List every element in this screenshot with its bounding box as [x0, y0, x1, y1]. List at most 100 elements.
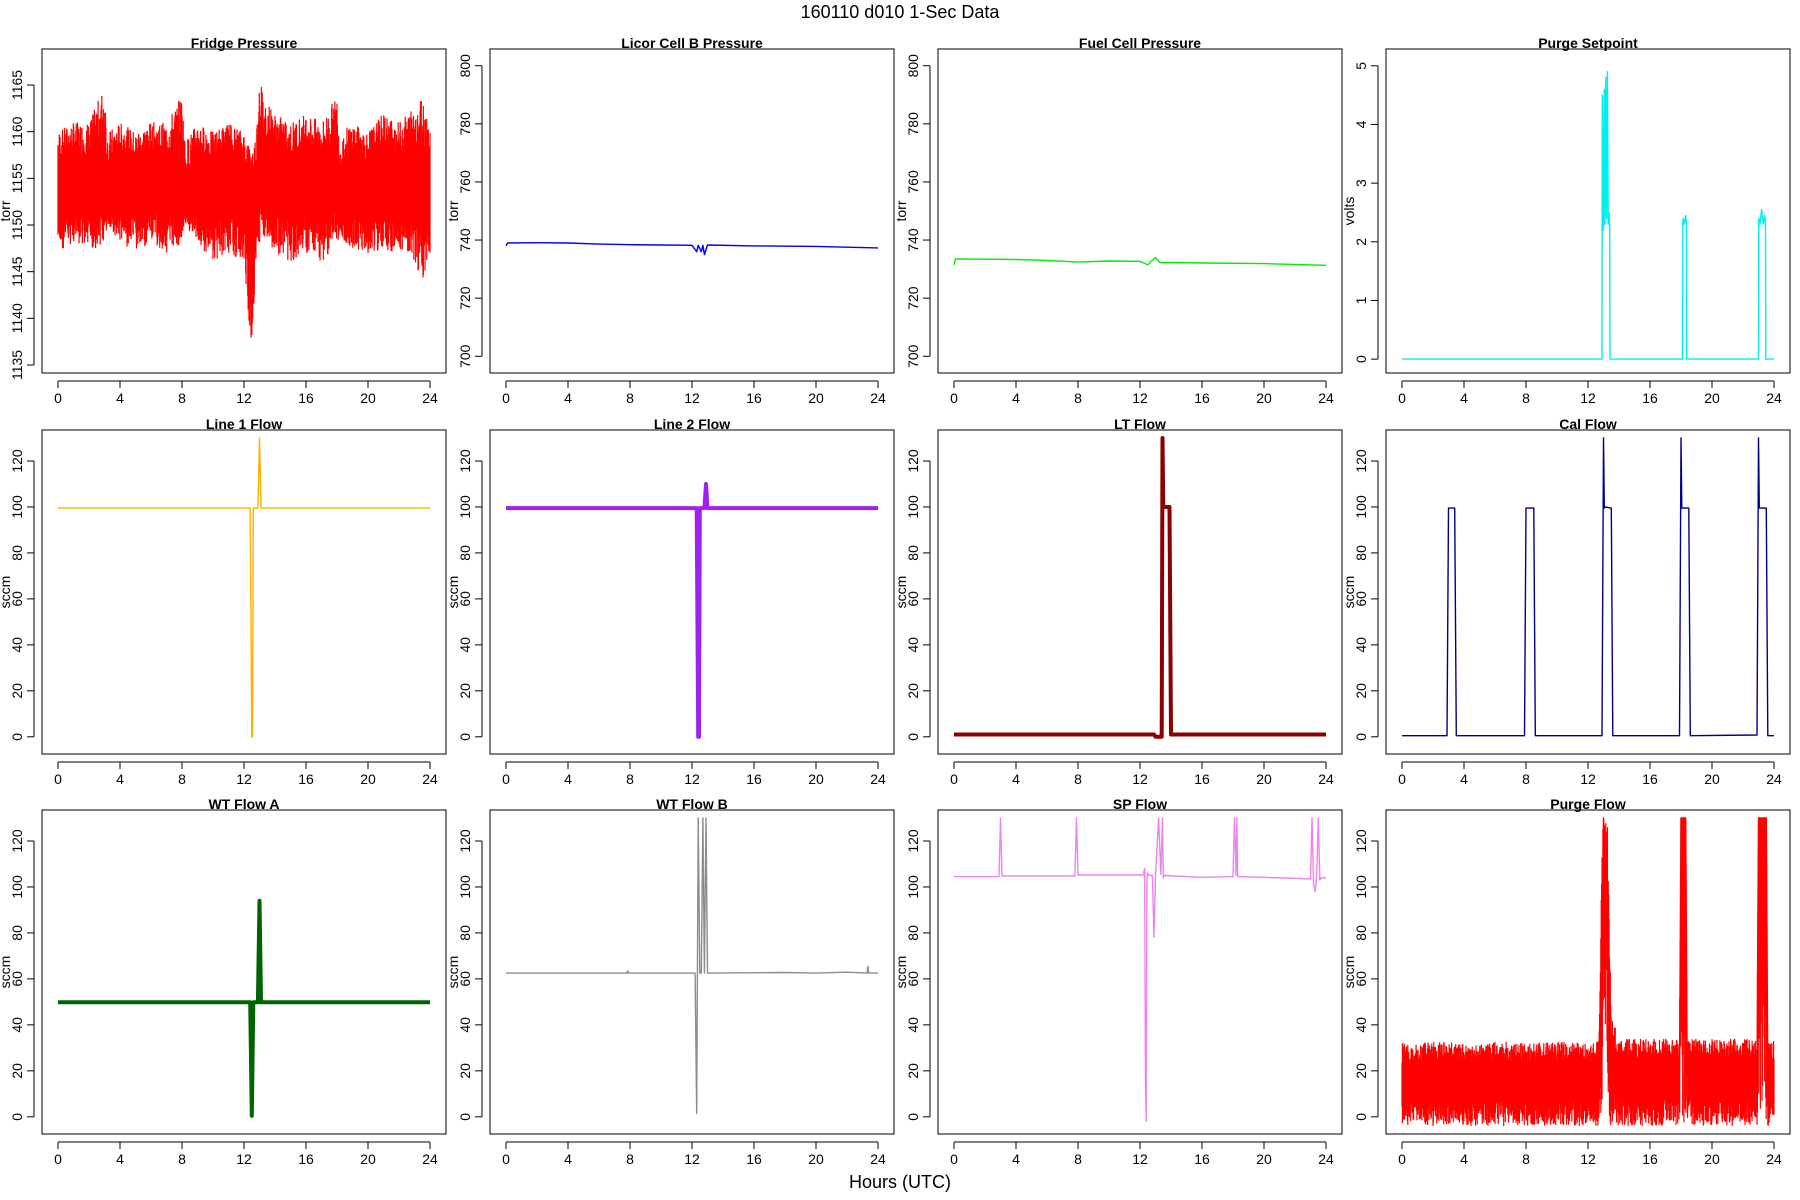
x-tick-label: 8: [1074, 1151, 1082, 1167]
y-tick-label: 0: [9, 733, 25, 741]
series-line: [954, 817, 1326, 1123]
series-group: [506, 817, 878, 1115]
x-tick-label: 24: [1766, 390, 1782, 406]
x-tick-label: 20: [1704, 390, 1720, 406]
y-tick-label: 60: [9, 971, 25, 987]
series-line: [953, 256, 1327, 266]
x-tick-label: 24: [1766, 771, 1782, 787]
series-line: [57, 168, 430, 217]
x-tick-label: 20: [360, 1151, 376, 1167]
x-tick-label: 16: [1194, 771, 1210, 787]
y-axis-label: sccm: [893, 576, 909, 609]
series-group: [57, 86, 431, 338]
x-tick-label: 4: [116, 771, 124, 787]
x-tick-label: 12: [1580, 390, 1596, 406]
y-axis-label: torr: [893, 200, 909, 221]
y-tick-label: 700: [457, 344, 473, 368]
x-tick-label: 8: [626, 1151, 634, 1167]
y-tick-label: 780: [457, 112, 473, 136]
x-tick-label: 12: [1580, 1151, 1596, 1167]
x-tick-label: 8: [626, 771, 634, 787]
chart-panel: Fuel Cell Pressure torr 0 4 8 12 16 20 24 700 720 7…: [893, 35, 1343, 406]
chart-panel: Licor Cell B Pressure torr 0 4 8 12 16 20 24 700 7…: [445, 35, 895, 406]
y-tick-label: 60: [9, 591, 25, 607]
y-tick-label: 80: [457, 925, 473, 941]
plot-frame: [489, 48, 895, 374]
panel-title: Licor Cell B Pressure: [621, 35, 763, 51]
y-tick-label: 40: [457, 637, 473, 653]
x-tick-label: 12: [236, 390, 252, 406]
x-tick-label: 12: [684, 390, 700, 406]
chart-panel: Fridge Pressure torr 0 4 8 12 16 20 24 1135 1140 11…: [0, 35, 447, 406]
x-tick-label: 8: [1074, 390, 1082, 406]
y-tick-label: 80: [9, 925, 25, 941]
chart-panel: LT Flow sccm 0 4 8 12 16 20 24 0 20 40 60 80 100 120: [893, 416, 1343, 787]
series-line: [1402, 437, 1774, 737]
y-tick-label: 120: [9, 449, 25, 473]
y-tick-label: 40: [9, 637, 25, 653]
y-tick-label: 40: [457, 1017, 473, 1033]
y-axis-label: sccm: [1341, 576, 1357, 609]
y-tick-label: 700: [905, 344, 921, 368]
plot-frame: [489, 429, 895, 755]
x-tick-label: 16: [746, 771, 762, 787]
x-tick-label: 0: [1398, 390, 1406, 406]
x-tick-label: 16: [298, 771, 314, 787]
y-tick-label: 80: [905, 925, 921, 941]
plot-frame: [1385, 48, 1791, 374]
x-tick-label: 16: [1194, 1151, 1210, 1167]
x-tick-label: 12: [684, 1151, 700, 1167]
x-tick-label: 12: [1132, 1151, 1148, 1167]
x-tick-label: 16: [746, 390, 762, 406]
y-tick-label: 720: [905, 286, 921, 310]
x-tick-label: 4: [1012, 1151, 1020, 1167]
y-tick-label: 100: [457, 875, 473, 899]
x-tick-label: 20: [1704, 1151, 1720, 1167]
series-line: [1402, 70, 1774, 360]
y-axis-label: sccm: [445, 956, 461, 989]
y-tick-label: 100: [905, 875, 921, 899]
x-tick-label: 0: [502, 771, 510, 787]
y-tick-label: 80: [457, 545, 473, 561]
y-tick-label: 40: [1353, 637, 1369, 653]
y-tick-label: 40: [9, 1017, 25, 1033]
series-group: [1401, 817, 1775, 1126]
y-tick-label: 0: [1353, 1113, 1369, 1121]
x-tick-label: 20: [808, 771, 824, 787]
y-tick-label: 80: [905, 545, 921, 561]
x-tick-label: 20: [1256, 390, 1272, 406]
x-tick-label: 0: [950, 771, 958, 787]
x-tick-label: 4: [116, 390, 124, 406]
x-tick-label: 8: [1074, 771, 1082, 787]
y-axis-label: torr: [0, 200, 13, 221]
x-tick-label: 20: [1256, 771, 1272, 787]
x-tick-label: 4: [564, 1151, 572, 1167]
plot-frame: [937, 809, 1343, 1135]
plot-frame: [41, 429, 447, 755]
x-tick-label: 8: [626, 390, 634, 406]
y-tick-label: 0: [9, 1113, 25, 1121]
y-tick-label: 20: [9, 683, 25, 699]
y-tick-label: 1145: [9, 256, 25, 286]
x-tick-label: 4: [1012, 771, 1020, 787]
panel-title: Purge Flow: [1550, 796, 1626, 812]
y-tick-label: 60: [905, 591, 921, 607]
series-group: [58, 898, 430, 1118]
series-group: [954, 436, 1326, 739]
x-tick-label: 16: [1642, 1151, 1658, 1167]
panel-title: Line 2 Flow: [654, 416, 730, 432]
y-tick-label: 740: [905, 228, 921, 252]
y-tick-label: 20: [457, 683, 473, 699]
y-tick-label: 120: [1353, 449, 1369, 473]
y-tick-label: 120: [905, 449, 921, 473]
x-tick-label: 4: [1460, 771, 1468, 787]
plot-frame: [41, 48, 447, 374]
y-tick-label: 120: [905, 829, 921, 853]
y-tick-label: 760: [905, 170, 921, 194]
y-tick-label: 0: [1353, 355, 1369, 363]
series-line: [954, 436, 1326, 739]
shared-x-axis-label: Hours (UTC): [849, 1172, 951, 1192]
x-tick-label: 8: [1522, 390, 1530, 406]
series-group: [506, 482, 878, 739]
